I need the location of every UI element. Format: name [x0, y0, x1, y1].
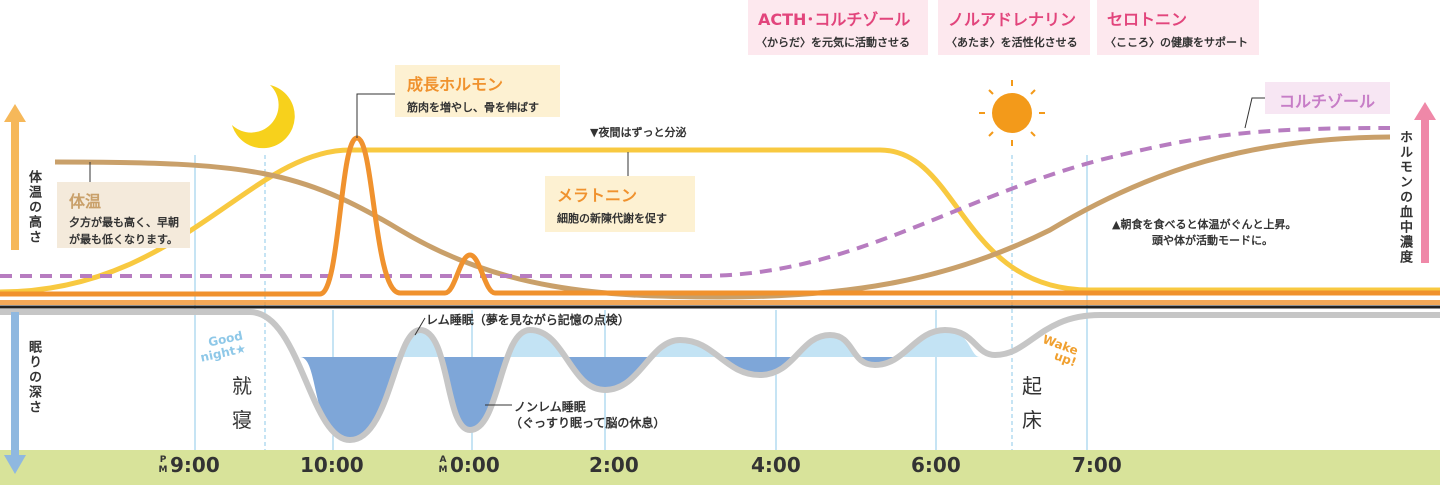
hormone-desc: 〈あたま〉を活性化させる: [946, 36, 1078, 49]
axis-label: ホルモンの血中濃度: [1397, 130, 1412, 265]
body-temp-curve: [54, 134, 1391, 300]
time-prefix-char: A: [439, 455, 447, 465]
time-label: 9:00: [170, 453, 220, 477]
sleep-fill: [300, 330, 980, 440]
bedtime: 寝: [232, 408, 252, 432]
breakfast-note: 頭や体が活動モードに。: [1152, 234, 1273, 247]
time-label: 2:00: [589, 453, 639, 477]
growth-title: 成長ホルモン: [407, 75, 504, 94]
cortisol-title: コルチゾール: [1279, 92, 1376, 111]
time-prefix-char: M: [438, 465, 448, 475]
hormone-box: ACTH･コルチゾール〈からだ〉を元気に活動させる: [748, 0, 928, 55]
time-band: [0, 450, 1440, 485]
axis-label: 眠りの深さ: [26, 340, 41, 415]
growth-hormone-curve: [0, 135, 1440, 297]
body-temp-box: 体温夕方が最も高く、早朝 が最も低くなります。: [57, 182, 190, 248]
melatonin-note: ▼夜間はずっと分泌: [590, 126, 687, 139]
body-temp-desc: 夕方が最も高く、早朝: [69, 216, 179, 229]
cortisol-curve: [0, 126, 1391, 278]
leader: [356, 93, 395, 138]
breakfast-note: ▲朝食を食べると体温がぐんと上昇。: [1112, 218, 1297, 231]
time-label: 10:00: [300, 453, 364, 477]
body-temp-desc: が最も低くなります。: [69, 233, 178, 246]
leader: [414, 317, 426, 336]
baseline-orange: [0, 300, 1440, 305]
hormone-desc: 〈からだ〉を元気に活動させる: [756, 36, 910, 49]
growth-box: 成長ホルモン筋肉を増やし、骨を伸ばす: [395, 65, 560, 117]
bedtime: 就: [232, 374, 252, 398]
growth-desc: 筋肉を増やし、骨を伸ばす: [407, 101, 539, 114]
axis-arrows: [4, 102, 1436, 474]
hormone-desc: 〈こころ〉の健康をサポート: [1105, 36, 1248, 49]
wakeup: 起: [1022, 374, 1042, 398]
time-label: 0:00: [450, 453, 500, 477]
body-temp-title: 体温: [69, 192, 102, 211]
time-label: 4:00: [751, 453, 801, 477]
rem-label: レム睡眠（夢を見ながら記憶の点検）: [426, 313, 630, 327]
hormone-title: セロトニン: [1107, 10, 1188, 29]
sun: [979, 80, 1045, 146]
hormone-title: ノルアドレナリン: [948, 10, 1077, 29]
hormone-box: ノルアドレナリン〈あたま〉を活性化させる: [938, 0, 1090, 55]
wakeup: 床: [1022, 408, 1042, 432]
nonrem-label: （ぐっすり眠って脳の休息）: [510, 416, 666, 430]
axis-label: 体温の高さ: [26, 170, 41, 245]
nonrem-label: ノンレム睡眠: [514, 400, 586, 414]
time-label: 6:00: [911, 453, 961, 477]
leader: [1244, 97, 1265, 129]
time-label: 7:00: [1072, 453, 1122, 477]
sleep-curve: [0, 309, 1440, 444]
melatonin-desc: 細胞の新陳代謝を促す: [557, 212, 667, 225]
time-prefix-char: M: [158, 465, 168, 475]
melatonin-box: メラトニン細胞の新陳代謝を促す: [545, 176, 695, 232]
melatonin-title: メラトニン: [557, 186, 638, 205]
hormone-box: セロトニン〈こころ〉の健康をサポート: [1097, 0, 1259, 55]
moon: [232, 85, 295, 149]
hormone-title: ACTH･コルチゾール: [758, 10, 911, 29]
cortisol-box: コルチゾール: [1265, 82, 1390, 114]
time-prefix-char: P: [159, 455, 167, 465]
